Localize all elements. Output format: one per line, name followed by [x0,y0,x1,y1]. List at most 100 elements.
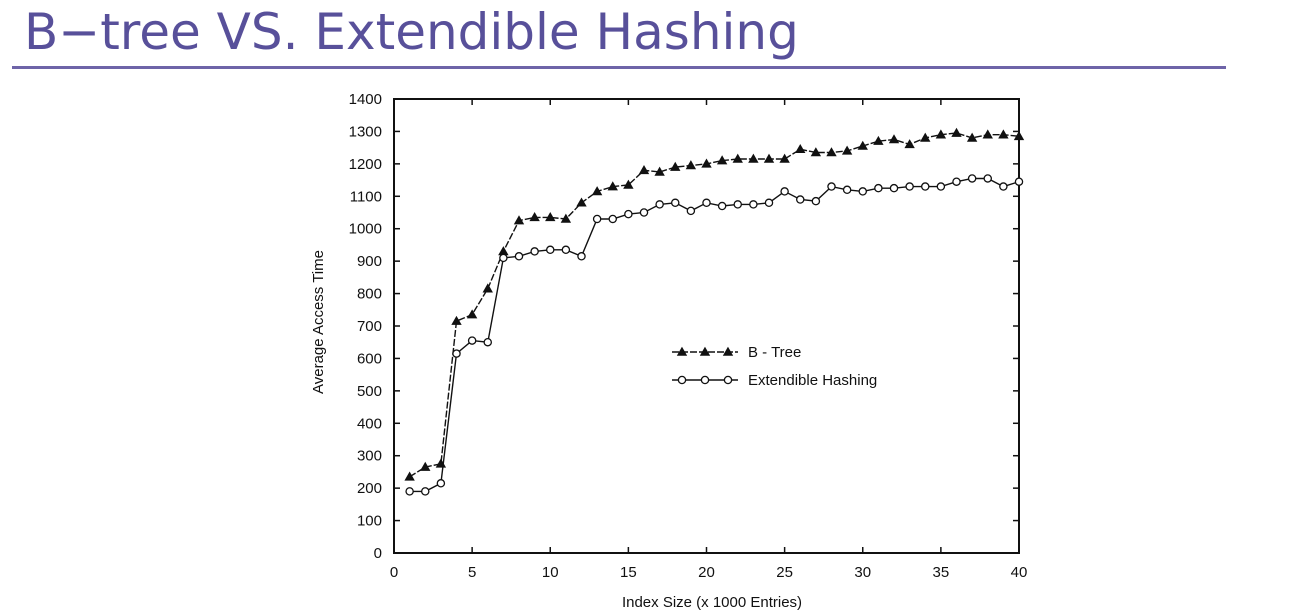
data-point-b-tree [857,140,868,150]
legend-item-b-tree: B - Tree [672,344,801,361]
data-point-b-tree [935,129,947,139]
x-tick-label: 30 [854,564,871,581]
data-point-b-tree [654,166,665,176]
data-point-extendible-hashing [561,245,571,255]
legend-marker [677,375,687,385]
legend-marker [722,346,734,356]
y-tick-label: 1400 [349,91,382,108]
legend-label: Extendible Hashing [748,372,877,389]
y-tick-label: 100 [357,513,382,530]
data-point-b-tree [623,179,634,189]
data-point-b-tree [404,471,415,481]
y-tick-label: 500 [357,383,382,400]
data-point-extendible-hashing [764,198,774,208]
data-point-b-tree [716,155,728,165]
data-point-extendible-hashing [983,174,993,183]
data-point-extendible-hashing [921,182,930,191]
x-tick-label: 35 [933,564,950,581]
data-point-extendible-hashing [608,214,618,224]
y-axis-label: Average Access Time [310,250,327,394]
data-point-b-tree [826,147,837,157]
data-point-extendible-hashing [952,177,961,186]
data-point-extendible-hashing [936,182,946,191]
data-point-b-tree [420,461,431,471]
data-point-b-tree [451,315,462,325]
series-b-tree [404,127,1025,481]
data-point-extendible-hashing [811,196,821,206]
data-point-extendible-hashing [655,200,664,209]
data-point-b-tree [545,212,556,222]
data-point-b-tree [498,246,509,256]
y-axis-ticks: 0 100 200 300 400 500 600 700 800 900 1000 1100 1200… [349,91,1019,562]
data-point-b-tree [591,186,603,196]
data-point-b-tree [529,212,540,222]
data-point-extendible-hashing [420,487,430,496]
data-point-b-tree [482,283,493,293]
legend: B - Tree Extendible Hashing [672,344,877,389]
x-tick-label: 10 [542,564,559,581]
data-point-extendible-hashing [889,183,899,193]
series-layer [404,127,1025,496]
data-point-extendible-hashing [546,245,555,255]
data-point-b-tree [951,127,962,137]
data-point-extendible-hashing [827,182,836,191]
y-tick-label: 1000 [349,221,382,238]
legend-marker [700,375,710,385]
data-point-extendible-hashing [499,253,508,263]
x-tick-label: 25 [776,564,793,581]
x-tick-label: 20 [698,564,715,581]
data-point-extendible-hashing [671,198,680,208]
data-point-extendible-hashing [858,187,868,196]
data-point-b-tree [841,145,853,155]
y-tick-label: 400 [357,415,382,432]
data-point-extendible-hashing [483,337,492,347]
data-point-extendible-hashing [514,252,524,261]
title-divider [12,66,1226,69]
x-tick-label: 40 [1011,564,1028,581]
slide-title: B−tree VS. Extendible Hashing [24,3,799,61]
data-point-extendible-hashing [592,214,602,224]
data-point-b-tree [513,215,525,225]
data-point-b-tree [748,153,759,163]
data-point-b-tree [888,134,900,144]
data-point-extendible-hashing [577,252,586,261]
data-point-b-tree [576,197,587,207]
legend-marker [699,346,711,356]
series-line-extendible-hashing [409,177,1020,493]
data-point-b-tree [779,153,790,163]
y-tick-label: 600 [357,350,382,367]
data-point-extendible-hashing [686,206,696,216]
x-tick-label: 15 [620,564,637,581]
y-tick-label: 1300 [349,123,382,140]
x-axis-ticks: 0 5 10 15 20 25 30 35 40 [390,99,1028,581]
series-extendible-hashing [405,174,1024,496]
data-point-b-tree [810,147,822,157]
data-point-b-tree [607,181,618,191]
legend-marker [676,346,688,356]
y-tick-label: 200 [357,480,382,497]
data-point-b-tree [466,309,478,319]
data-point-b-tree [795,143,806,154]
legend-marker [723,375,733,385]
data-point-extendible-hashing [842,185,852,195]
legend-label: B - Tree [748,344,801,361]
data-point-b-tree [732,153,743,163]
data-point-extendible-hashing [905,182,914,191]
y-tick-label: 1200 [349,156,382,173]
data-point-extendible-hashing [702,198,711,208]
x-tick-label: 5 [468,564,476,581]
data-point-extendible-hashing [717,201,727,211]
data-point-b-tree [701,158,712,168]
data-point-extendible-hashing [436,479,446,488]
data-point-b-tree [873,135,884,145]
data-point-extendible-hashing [639,208,649,217]
x-axis-label: Index Size (x 1000 Entries) [622,594,802,611]
data-point-b-tree [982,129,993,139]
data-point-b-tree [920,132,931,142]
y-tick-label: 300 [357,448,382,465]
data-point-extendible-hashing [452,349,461,358]
data-point-b-tree [638,165,650,175]
data-point-extendible-hashing [796,195,805,204]
data-point-extendible-hashing [733,200,743,209]
